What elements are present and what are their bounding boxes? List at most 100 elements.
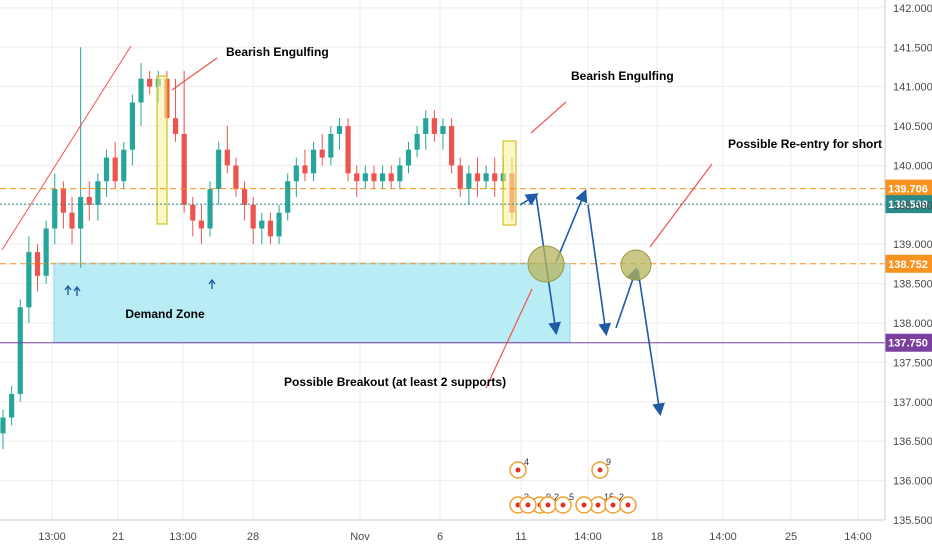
event-dot bbox=[515, 467, 521, 473]
candle-body bbox=[0, 417, 6, 434]
x-tick-label: 13:00 bbox=[169, 531, 197, 543]
candle-body bbox=[328, 133, 334, 158]
x-tick-label: 21 bbox=[112, 531, 124, 543]
candle-body bbox=[52, 189, 58, 229]
candle-body bbox=[216, 149, 222, 190]
x-tick-label: 11 bbox=[515, 531, 526, 543]
candle-body bbox=[414, 133, 420, 150]
annotation-text: Bearish Engulfing bbox=[571, 69, 674, 83]
candle-body bbox=[362, 173, 368, 182]
event-dot bbox=[560, 502, 566, 508]
price-lines: 139.706 139.509 138.752 137.750 bbox=[0, 45, 932, 352]
y-tick-label: 139.500 bbox=[893, 200, 932, 212]
candle-body bbox=[431, 118, 437, 134]
price-label-box bbox=[885, 254, 932, 273]
event-count: 2 bbox=[619, 492, 624, 502]
candle-body bbox=[86, 196, 92, 205]
candle-body bbox=[224, 149, 230, 166]
candle-body bbox=[60, 189, 66, 213]
candle-body bbox=[319, 149, 325, 158]
price-label: 139.509 bbox=[888, 199, 928, 211]
forecast-arrow bbox=[637, 269, 665, 417]
y-tick-label: 140.000 bbox=[893, 160, 932, 172]
candle-body bbox=[198, 220, 205, 229]
candle-body bbox=[121, 149, 127, 182]
engulfing-highlight bbox=[156, 75, 168, 225]
forecast-arrows bbox=[64, 189, 665, 417]
candle-body bbox=[43, 228, 49, 276]
candle-body bbox=[26, 252, 32, 308]
candle-body bbox=[293, 165, 299, 182]
candle-body bbox=[181, 133, 187, 205]
event-markers: 429259152 bbox=[509, 457, 637, 514]
annotation-text: Possible Re-entry for short bbox=[728, 137, 882, 151]
candle-body bbox=[207, 189, 213, 229]
candle-body bbox=[17, 307, 23, 394]
candle-body bbox=[112, 157, 118, 182]
price-label-box bbox=[885, 179, 932, 198]
candle-body bbox=[310, 149, 317, 174]
trend-line bbox=[1, 45, 132, 251]
candle-body bbox=[380, 173, 386, 182]
candle-body bbox=[354, 173, 360, 182]
demand-zone-label: Demand Zone bbox=[125, 307, 205, 321]
annotation-pointer bbox=[649, 163, 713, 248]
forecast-arrow bbox=[519, 193, 539, 206]
candle-body bbox=[345, 126, 351, 174]
candle-body bbox=[250, 204, 256, 229]
candle-body bbox=[371, 173, 377, 182]
x-tick-label: 14:00 bbox=[574, 531, 602, 543]
y-tick-label: 137.500 bbox=[893, 357, 932, 369]
annotation-text: Possible Breakout (at least 2 supports) bbox=[284, 375, 506, 389]
annotations: Bearish Engulfing Bearish Engulfing Possib… bbox=[171, 45, 882, 389]
y-tick-label: 136.000 bbox=[893, 476, 932, 488]
y-tick-label: 138.500 bbox=[893, 279, 932, 291]
candle-body bbox=[449, 126, 455, 166]
x-tick-label: 25 bbox=[785, 531, 797, 543]
candle-body bbox=[129, 102, 135, 150]
annotation-pointer bbox=[530, 101, 567, 134]
price-label: 138.752 bbox=[888, 259, 928, 271]
candle-body bbox=[233, 165, 239, 190]
y-tick-label: 135.500 bbox=[893, 515, 932, 527]
breakout-circle bbox=[527, 245, 565, 283]
reentry-circle bbox=[620, 249, 652, 281]
event-count: 2 bbox=[554, 492, 559, 502]
y-tick-label: 136.500 bbox=[893, 436, 932, 448]
event-dot bbox=[595, 502, 601, 508]
event-count: 9 bbox=[606, 457, 611, 467]
candle-body bbox=[466, 173, 472, 190]
event-count: 15 bbox=[604, 492, 614, 502]
forecast-arrow bbox=[555, 189, 588, 263]
support-arrow bbox=[208, 278, 216, 289]
candle-body bbox=[285, 181, 291, 213]
candle-body bbox=[474, 173, 481, 182]
candle-body bbox=[276, 212, 282, 237]
annotation-pointer bbox=[485, 288, 533, 389]
event-dot bbox=[581, 502, 587, 508]
annotation-text: Bearish Engulfing bbox=[226, 45, 329, 59]
candle-body bbox=[423, 118, 429, 134]
event-dot bbox=[610, 502, 616, 508]
candle-body bbox=[388, 173, 394, 182]
axes: 142.000 141.500 141.000 140.500 140.000 139.5… bbox=[0, 0, 932, 543]
support-arrow bbox=[73, 285, 81, 296]
event-dot bbox=[515, 502, 521, 508]
grid bbox=[0, 0, 885, 521]
x-tick-label: Nov bbox=[350, 531, 370, 543]
engulfing-highlight bbox=[502, 140, 517, 226]
candle-body bbox=[78, 196, 84, 229]
candle-body bbox=[147, 78, 153, 87]
candle-body bbox=[9, 393, 15, 418]
candle-body bbox=[103, 157, 110, 182]
event-dot bbox=[525, 502, 531, 508]
candle-body bbox=[267, 220, 274, 237]
candle-body bbox=[241, 189, 248, 205]
x-tick-label: 14:00 bbox=[709, 531, 737, 543]
y-tick-label: 141.500 bbox=[893, 42, 932, 54]
candle-body bbox=[397, 165, 403, 182]
y-tick-label: 139.000 bbox=[893, 239, 932, 251]
annotation-pointer bbox=[171, 57, 218, 91]
